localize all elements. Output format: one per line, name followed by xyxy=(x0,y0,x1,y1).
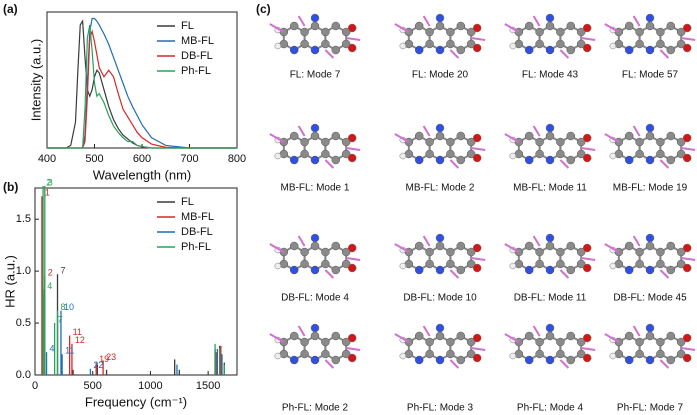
x-axis-label: Wavelength (nm) xyxy=(93,167,192,182)
molecule-structure xyxy=(393,13,487,59)
mode-caption: DB-FL: Mode 10 xyxy=(403,293,477,304)
mode-label: 4 xyxy=(50,344,55,354)
legend-label: Ph-FL xyxy=(181,65,211,77)
molecule-structure xyxy=(603,123,697,169)
x-tick-label: 1000 xyxy=(138,380,162,392)
x-tick-label: 500 xyxy=(85,153,103,165)
mode-label: 7 xyxy=(61,266,66,276)
mode-label: 2 xyxy=(48,268,53,278)
mode-label: 12 xyxy=(75,335,85,345)
y-tick-label: 0.5 xyxy=(16,317,31,329)
y-tick-label: 0.0 xyxy=(16,369,31,381)
x-tick-label: 800 xyxy=(228,153,246,165)
legend-label: MB-FL xyxy=(181,35,214,47)
mode-caption: FL: Mode 7 xyxy=(290,70,341,81)
panel-label: (a) xyxy=(3,2,18,16)
legend-label: MB-FL xyxy=(181,211,214,223)
y-axis-label: HR (a.u.) xyxy=(2,255,17,308)
mode-caption: FL: Mode 57 xyxy=(622,70,679,81)
molecule-structure xyxy=(268,123,362,169)
x-axis-label: Frequency (cm⁻¹) xyxy=(85,394,187,409)
mode-label: 2 xyxy=(46,177,51,187)
legend-label: FL xyxy=(181,20,194,32)
spectrum-line xyxy=(47,24,237,149)
mode-label: 8 xyxy=(61,302,66,312)
molecule-structure xyxy=(503,13,597,59)
molecule-structure xyxy=(603,233,697,279)
mode-label: 3 xyxy=(48,177,53,187)
mode-label: 11 xyxy=(73,327,82,337)
mode-label: 4 xyxy=(47,281,52,291)
mode-label: 7 xyxy=(58,314,63,324)
mode-label: 1 xyxy=(45,188,50,198)
mode-caption: Ph-FL: Mode 3 xyxy=(407,403,474,414)
mode-caption: DB-FL: Mode 11 xyxy=(514,293,587,304)
legend-label: FL xyxy=(181,196,194,208)
molecule-structure xyxy=(268,323,362,369)
molecule-structure xyxy=(268,13,362,59)
x-tick-label: 1500 xyxy=(196,380,220,392)
y-axis-label: Intensity (a.u.) xyxy=(28,39,43,121)
mode-label: 11 xyxy=(65,346,74,356)
legend-label: DB-FL xyxy=(181,50,213,62)
mode-caption: MB-FL: Mode 2 xyxy=(406,183,475,194)
x-tick-label: 400 xyxy=(38,153,56,165)
molecule-structure xyxy=(603,323,697,369)
plot-frame xyxy=(34,187,238,376)
mode-caption: FL: Mode 20 xyxy=(412,70,469,81)
molecule-structure xyxy=(393,323,487,369)
molecule-structure xyxy=(503,233,597,279)
y-tick-label: 1.5 xyxy=(16,213,31,225)
y-tick-label: 1.0 xyxy=(16,265,31,277)
x-tick-label: 700 xyxy=(180,153,198,165)
mode-label: 23 xyxy=(106,352,116,362)
mode-caption: MB-FL: Mode 19 xyxy=(613,183,688,194)
x-tick-label: 600 xyxy=(133,153,151,165)
mode-label: 22 xyxy=(93,360,103,370)
mode-label: 10 xyxy=(64,302,74,312)
mode-caption: MB-FL: Mode 11 xyxy=(513,183,587,194)
mode-caption: Ph-FL: Mode 4 xyxy=(517,403,584,414)
molecule-structure xyxy=(503,323,597,369)
molecule-structure xyxy=(393,123,487,169)
plot-frame xyxy=(46,11,238,149)
legend-label: Ph-FL xyxy=(181,241,211,253)
x-tick-label: 0 xyxy=(32,380,38,392)
mode-caption: DB-FL: Mode 4 xyxy=(281,293,349,304)
mode-caption: DB-FL: Mode 45 xyxy=(613,293,687,304)
mode-label: 19 xyxy=(99,354,109,364)
mode-caption: Ph-FL: Mode 7 xyxy=(617,403,684,414)
spectrum-line xyxy=(47,29,237,149)
molecule-structure xyxy=(503,123,597,169)
molecule-structure xyxy=(603,13,697,59)
mode-caption: Ph-FL: Mode 2 xyxy=(282,403,349,414)
x-tick-label: 500 xyxy=(84,380,102,392)
molecule-structure xyxy=(268,233,362,279)
panel-label: (b) xyxy=(3,180,18,194)
panel-label: (c) xyxy=(256,2,271,16)
molecule-structure xyxy=(393,233,487,279)
mode-caption: MB-FL: Mode 1 xyxy=(281,183,350,194)
mode-caption: FL: Mode 43 xyxy=(522,70,579,81)
legend-label: DB-FL xyxy=(181,226,213,238)
